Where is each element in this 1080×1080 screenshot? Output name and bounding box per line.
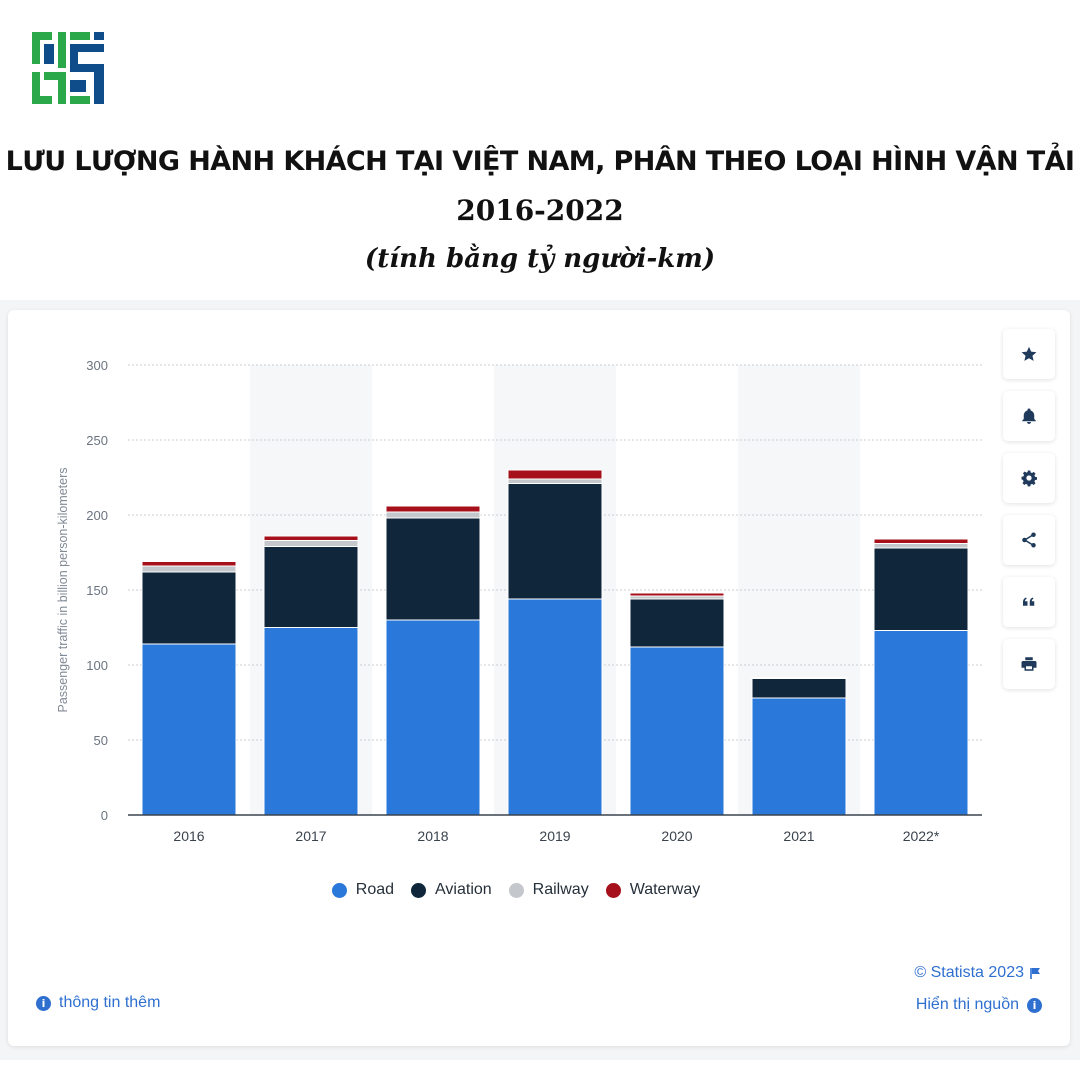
bar-aviation-2016 [141, 571, 237, 645]
x-tick-label: 2017 [295, 828, 326, 844]
y-axis-label: Passenger traffic in billion person-kilo… [56, 467, 70, 713]
cite-button[interactable] [1003, 577, 1055, 627]
x-tick-label: 2019 [539, 828, 570, 844]
bar-road-2022* [873, 630, 969, 816]
printer-icon [1021, 657, 1037, 671]
page-subtitle-unit: (tính bằng tỷ người-km) [364, 244, 716, 274]
legend-label-road: Road [355, 881, 395, 898]
bar-waterway-2018 [385, 505, 481, 513]
legend-marker-aviation [411, 882, 427, 898]
page-title: LƯU LƯỢNG HÀNH KHÁCH TẠI VIỆT NAM, PHÂN … [5, 146, 1075, 177]
bar-aviation-2019 [507, 483, 603, 600]
more-info-label: thông tin thêm [59, 994, 161, 1011]
bar-aviation-2017 [263, 546, 359, 628]
bar-railway-2016 [141, 565, 237, 573]
info-icon: i [1027, 997, 1042, 1013]
bar-aviation-2021 [751, 678, 847, 699]
bar-railway-2018 [385, 511, 481, 519]
copyright-link[interactable]: © Statista 2023 [914, 964, 1042, 982]
quote-icon [1023, 597, 1035, 606]
bar-waterway-2019 [507, 469, 603, 480]
legend-marker-railway [508, 882, 524, 898]
copyright-label: © Statista 2023 [914, 964, 1024, 981]
company-logo [30, 30, 106, 106]
gear-icon [1021, 470, 1037, 487]
legend-item-aviation[interactable]: Aviation [411, 881, 492, 899]
bar-railway-2017 [263, 540, 359, 547]
y-tick-label: 150 [86, 583, 108, 598]
bar-aviation-2022* [873, 547, 969, 631]
notification-button[interactable] [1003, 391, 1055, 441]
bar-waterway-2020 [629, 592, 725, 597]
bar-road-2018 [385, 619, 481, 816]
bar-waterway-2017 [263, 535, 359, 541]
bar-road-2020 [629, 646, 725, 816]
share-icon [1022, 532, 1036, 548]
flag-icon [1030, 967, 1040, 979]
legend-item-waterway[interactable]: Waterway [605, 881, 701, 899]
bar-road-2016 [141, 643, 237, 816]
bar-road-2017 [263, 627, 359, 816]
share-button[interactable] [1003, 515, 1055, 565]
y-tick-label: 100 [86, 658, 108, 673]
y-tick-label: 250 [86, 433, 108, 448]
bar-waterway-2022* [873, 538, 969, 544]
legend-label-railway: Railway [532, 881, 589, 898]
x-tick-label: 2016 [173, 828, 204, 844]
page-subtitle-years: 2016-2022 [456, 194, 624, 227]
legend-marker-road [331, 882, 347, 898]
bar-railway-2019 [507, 478, 603, 484]
x-tick-label: 2022* [903, 828, 940, 844]
bar-road-2019 [507, 598, 603, 816]
star-icon [1021, 346, 1037, 361]
legend-label-waterway: Waterway [629, 881, 701, 898]
bar-aviation-2020 [629, 598, 725, 648]
legend-item-road[interactable]: Road [331, 881, 395, 899]
settings-button[interactable] [1003, 453, 1055, 503]
bar-road-2021 [751, 697, 847, 816]
info-icon: i [36, 995, 51, 1011]
show-source-link[interactable]: Hiển thị nguồn i [916, 996, 1042, 1014]
legend-item-railway[interactable]: Railway [508, 881, 589, 899]
bar-railway-2022* [873, 543, 969, 549]
chart-legend: Road Aviation Railway Waterway [0, 881, 1032, 899]
y-tick-label: 50 [94, 733, 108, 748]
x-tick-label: 2020 [661, 828, 692, 844]
bar-aviation-2018 [385, 517, 481, 621]
x-tick-label: 2021 [783, 828, 814, 844]
legend-marker-waterway [605, 882, 621, 898]
y-tick-label: 200 [86, 508, 108, 523]
x-tick-label: 2018 [417, 828, 448, 844]
y-tick-label: 0 [101, 808, 108, 823]
favorite-button[interactable] [1003, 329, 1055, 379]
bar-waterway-2016 [141, 561, 237, 567]
print-button[interactable] [1003, 639, 1055, 689]
y-tick-label: 300 [86, 358, 108, 373]
bell-icon [1022, 408, 1036, 424]
more-info-link[interactable]: i thông tin thêm [36, 994, 160, 1012]
show-source-label: Hiển thị nguồn [915, 996, 1019, 1013]
legend-label-aviation: Aviation [435, 881, 492, 898]
